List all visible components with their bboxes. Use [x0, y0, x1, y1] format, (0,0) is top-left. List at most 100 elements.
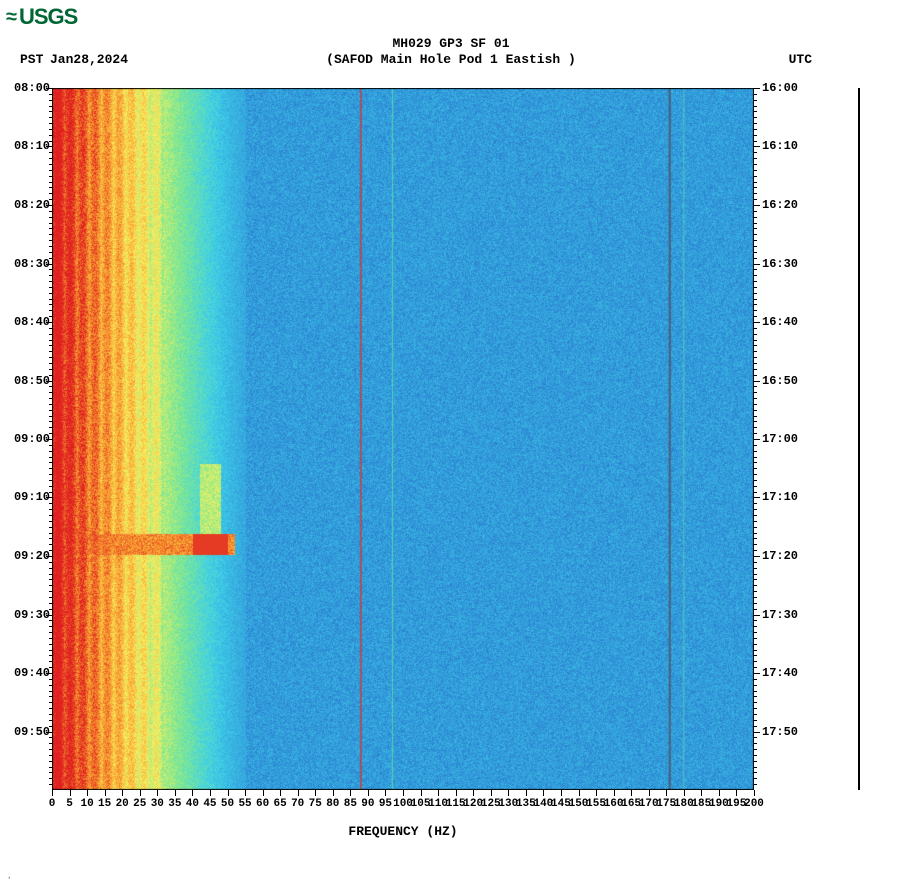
y-right-tick-label: 16:20	[762, 198, 798, 212]
y-minor-tick	[49, 123, 52, 124]
y-left-tick-label: 08:50	[14, 374, 50, 388]
y-minor-tick	[754, 767, 757, 768]
y-minor-tick	[49, 392, 52, 393]
x-tick-label: 65	[274, 798, 287, 810]
y-minor-tick	[754, 609, 757, 610]
x-tick-mark	[350, 790, 351, 796]
y-minor-tick	[49, 240, 52, 241]
y-minor-tick	[49, 544, 52, 545]
x-tick-mark	[105, 790, 106, 796]
y-minor-tick	[754, 714, 757, 715]
y-minor-tick	[49, 316, 52, 317]
x-axis: 0510152025303540455055606570758085909510…	[52, 790, 754, 820]
y-minor-tick	[754, 603, 757, 604]
x-tick-mark	[228, 790, 229, 796]
y-minor-tick	[49, 650, 52, 651]
y-minor-tick	[49, 187, 52, 188]
y-minor-tick	[49, 310, 52, 311]
y-minor-tick	[754, 544, 757, 545]
x-tick-label: 35	[168, 798, 181, 810]
y-right-tick-label: 16:40	[762, 315, 798, 329]
x-tick-label: 95	[379, 798, 392, 810]
y-minor-tick	[49, 574, 52, 575]
y-minor-tick	[49, 720, 52, 721]
x-tick-mark	[456, 790, 457, 796]
x-tick-mark	[684, 790, 685, 796]
y-minor-tick	[754, 538, 757, 539]
y-minor-tick	[49, 246, 52, 247]
y-minor-tick	[754, 357, 757, 358]
y-minor-tick	[754, 158, 757, 159]
y-minor-tick	[754, 94, 757, 95]
x-tick-mark	[157, 790, 158, 796]
y-major-tick	[46, 439, 52, 440]
y-minor-tick	[754, 655, 757, 656]
y-minor-tick	[754, 749, 757, 750]
y-minor-tick	[49, 340, 52, 341]
y-minor-tick	[49, 369, 52, 370]
y-minor-tick	[49, 767, 52, 768]
y-minor-tick	[754, 287, 757, 288]
y-minor-tick	[49, 562, 52, 563]
y-minor-tick	[754, 111, 757, 112]
y-minor-tick	[754, 591, 757, 592]
y-minor-tick	[754, 275, 757, 276]
y-minor-tick	[754, 363, 757, 364]
y-minor-tick	[49, 211, 52, 212]
y-minor-tick	[49, 299, 52, 300]
y-minor-tick	[49, 778, 52, 779]
y-major-tick	[46, 556, 52, 557]
y-minor-tick	[49, 199, 52, 200]
y-minor-tick	[49, 486, 52, 487]
y-minor-tick	[49, 726, 52, 727]
x-tick-mark	[438, 790, 439, 796]
y-minor-tick	[754, 217, 757, 218]
y-minor-tick	[754, 474, 757, 475]
x-tick-mark	[631, 790, 632, 796]
y-major-tick	[46, 322, 52, 323]
y-minor-tick	[49, 480, 52, 481]
y-minor-tick	[49, 761, 52, 762]
y-minor-tick	[49, 550, 52, 551]
y-left-tick-label: 09:30	[14, 608, 50, 622]
y-minor-tick	[754, 679, 757, 680]
x-tick-mark	[614, 790, 615, 796]
y-major-tick	[46, 497, 52, 498]
y-minor-tick	[49, 644, 52, 645]
y-minor-tick	[754, 211, 757, 212]
y-minor-tick	[49, 655, 52, 656]
y-minor-tick	[754, 574, 757, 575]
y-minor-tick	[754, 708, 757, 709]
y-axis-left: 08:0008:1008:2008:3008:4008:5009:0009:10…	[10, 88, 50, 790]
y-minor-tick	[49, 696, 52, 697]
y-minor-tick	[49, 94, 52, 95]
y-minor-tick	[754, 299, 757, 300]
y-minor-tick	[49, 416, 52, 417]
y-major-tick	[46, 146, 52, 147]
y-minor-tick	[49, 223, 52, 224]
y-major-tick	[754, 146, 760, 147]
x-tick-label: 45	[203, 798, 216, 810]
y-minor-tick	[49, 509, 52, 510]
colorbar-placeholder	[858, 88, 860, 790]
x-tick-mark	[491, 790, 492, 796]
y-minor-tick	[754, 772, 757, 773]
y-minor-tick	[754, 334, 757, 335]
x-tick-label: 15	[98, 798, 111, 810]
y-minor-tick	[49, 585, 52, 586]
y-minor-tick	[49, 568, 52, 569]
y-minor-tick	[49, 351, 52, 352]
y-minor-tick	[754, 223, 757, 224]
y-minor-tick	[754, 737, 757, 738]
y-minor-tick	[754, 457, 757, 458]
x-tick-mark	[666, 790, 667, 796]
y-minor-tick	[49, 626, 52, 627]
y-minor-tick	[754, 661, 757, 662]
y-major-tick	[46, 732, 52, 733]
y-major-tick	[754, 264, 760, 265]
y-minor-tick	[754, 100, 757, 101]
y-minor-tick	[49, 638, 52, 639]
y-minor-tick	[754, 685, 757, 686]
y-right-tick-label: 16:10	[762, 139, 798, 153]
y-right-tick-label: 16:50	[762, 374, 798, 388]
